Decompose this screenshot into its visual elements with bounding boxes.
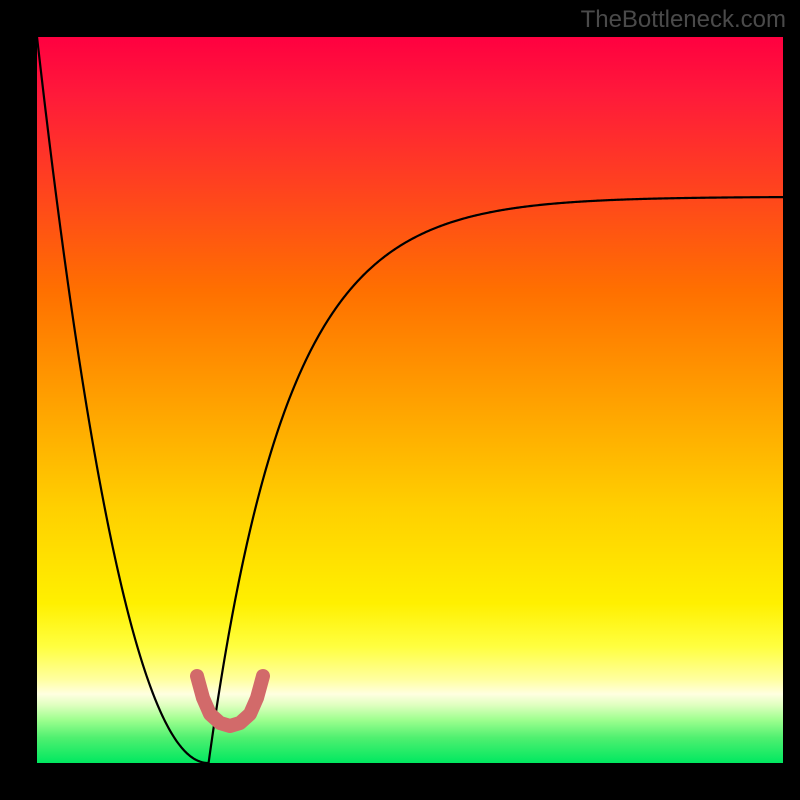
chart-stage: TheBottleneck.com — [0, 0, 800, 800]
chart-svg — [0, 0, 800, 800]
watermark-text: TheBottleneck.com — [581, 6, 786, 34]
plot-background — [37, 37, 783, 763]
